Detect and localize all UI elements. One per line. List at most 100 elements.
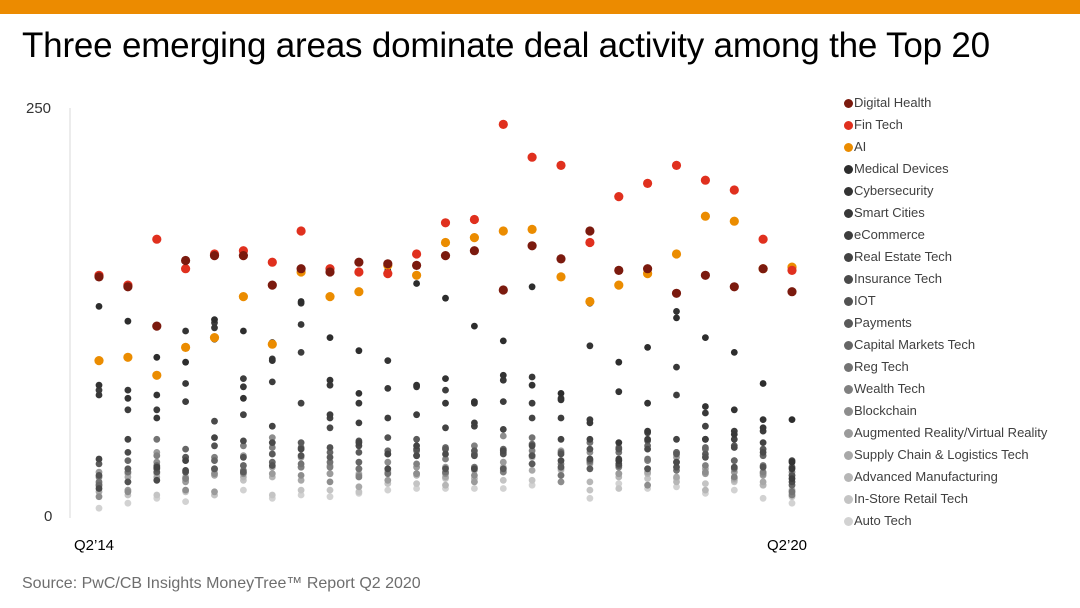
data-point <box>644 455 651 463</box>
data-point <box>354 257 364 267</box>
data-point <box>528 381 536 389</box>
data-point <box>528 442 536 450</box>
data-point <box>471 465 478 473</box>
data-point <box>671 288 682 298</box>
data-point <box>95 381 103 389</box>
data-point <box>297 349 305 356</box>
data-point <box>383 269 393 279</box>
data-point <box>644 475 651 482</box>
legend-label: Smart Cities <box>854 205 925 220</box>
data-point <box>528 399 536 407</box>
data-point <box>384 385 392 392</box>
data-point <box>499 432 507 440</box>
data-point <box>95 386 103 394</box>
data-point <box>355 399 363 407</box>
data-point <box>297 445 305 453</box>
legend-label: Digital Health <box>854 95 932 110</box>
data-point <box>384 465 392 473</box>
data-point <box>528 447 536 455</box>
data-point <box>124 473 132 481</box>
legend-marker <box>844 121 853 130</box>
data-point <box>442 294 449 302</box>
accent-bar <box>0 0 1080 14</box>
data-point <box>124 317 132 325</box>
data-point <box>469 233 479 243</box>
data-point <box>124 394 132 402</box>
data-point <box>471 485 478 492</box>
data-point <box>586 478 594 486</box>
data-point <box>702 334 709 341</box>
data-point <box>788 416 796 423</box>
data-point <box>499 376 507 384</box>
data-point <box>557 390 565 397</box>
data-point <box>528 460 536 468</box>
data-point <box>182 327 190 335</box>
data-point <box>469 214 479 225</box>
data-point <box>557 414 565 422</box>
data-point <box>614 192 624 202</box>
data-point <box>759 478 767 486</box>
data-point <box>586 445 594 453</box>
data-point <box>413 442 420 450</box>
data-point <box>442 450 449 458</box>
legend-label: Augmented Reality/Virtual Reality <box>854 425 1048 440</box>
data-point <box>354 287 364 297</box>
data-point <box>528 373 536 381</box>
data-point <box>788 488 796 496</box>
data-point <box>326 463 334 471</box>
data-point <box>702 422 709 430</box>
data-point <box>296 264 306 274</box>
data-point <box>499 371 507 379</box>
x-tick-label: Q2’14 <box>74 537 115 554</box>
data-point <box>788 499 796 507</box>
legend-marker <box>844 165 853 174</box>
data-point <box>643 178 653 188</box>
legend-label: Fin Tech <box>854 117 903 132</box>
data-point <box>412 270 422 280</box>
data-point <box>528 452 536 460</box>
data-point <box>297 491 305 499</box>
data-point <box>123 352 133 362</box>
data-point <box>615 485 623 492</box>
data-point <box>729 216 739 226</box>
data-point <box>209 333 220 343</box>
data-point <box>471 447 478 455</box>
data-point <box>730 444 738 451</box>
data-point <box>586 455 594 463</box>
data-point <box>326 334 334 341</box>
legend-label: Capital Markets Tech <box>854 337 976 352</box>
data-point <box>326 411 334 419</box>
data-point <box>297 298 305 305</box>
data-point <box>297 476 305 484</box>
data-point <box>355 439 363 446</box>
data-point <box>211 316 218 323</box>
data-point <box>153 452 161 460</box>
data-point <box>355 488 363 496</box>
data-point <box>440 218 451 228</box>
legend-marker <box>844 363 853 372</box>
data-point <box>326 493 334 501</box>
data-point <box>95 303 103 310</box>
data-point <box>471 419 478 427</box>
legend-marker <box>844 495 853 504</box>
data-point <box>152 370 162 380</box>
data-point <box>499 337 507 345</box>
data-point <box>268 462 276 469</box>
data-point <box>182 486 190 494</box>
data-point <box>471 322 478 330</box>
data-point <box>498 119 508 129</box>
data-point <box>211 470 218 478</box>
data-point <box>557 435 565 443</box>
data-point <box>211 442 218 450</box>
legend-label: Real Estate Tech <box>854 249 953 264</box>
data-point <box>758 264 768 274</box>
data-point <box>326 444 334 451</box>
legend-marker <box>844 341 853 350</box>
data-point <box>671 160 682 170</box>
data-point <box>615 358 623 366</box>
data-point <box>326 381 334 389</box>
data-point <box>759 416 767 423</box>
data-point <box>413 480 420 487</box>
data-point <box>211 434 218 441</box>
data-point <box>296 226 306 236</box>
